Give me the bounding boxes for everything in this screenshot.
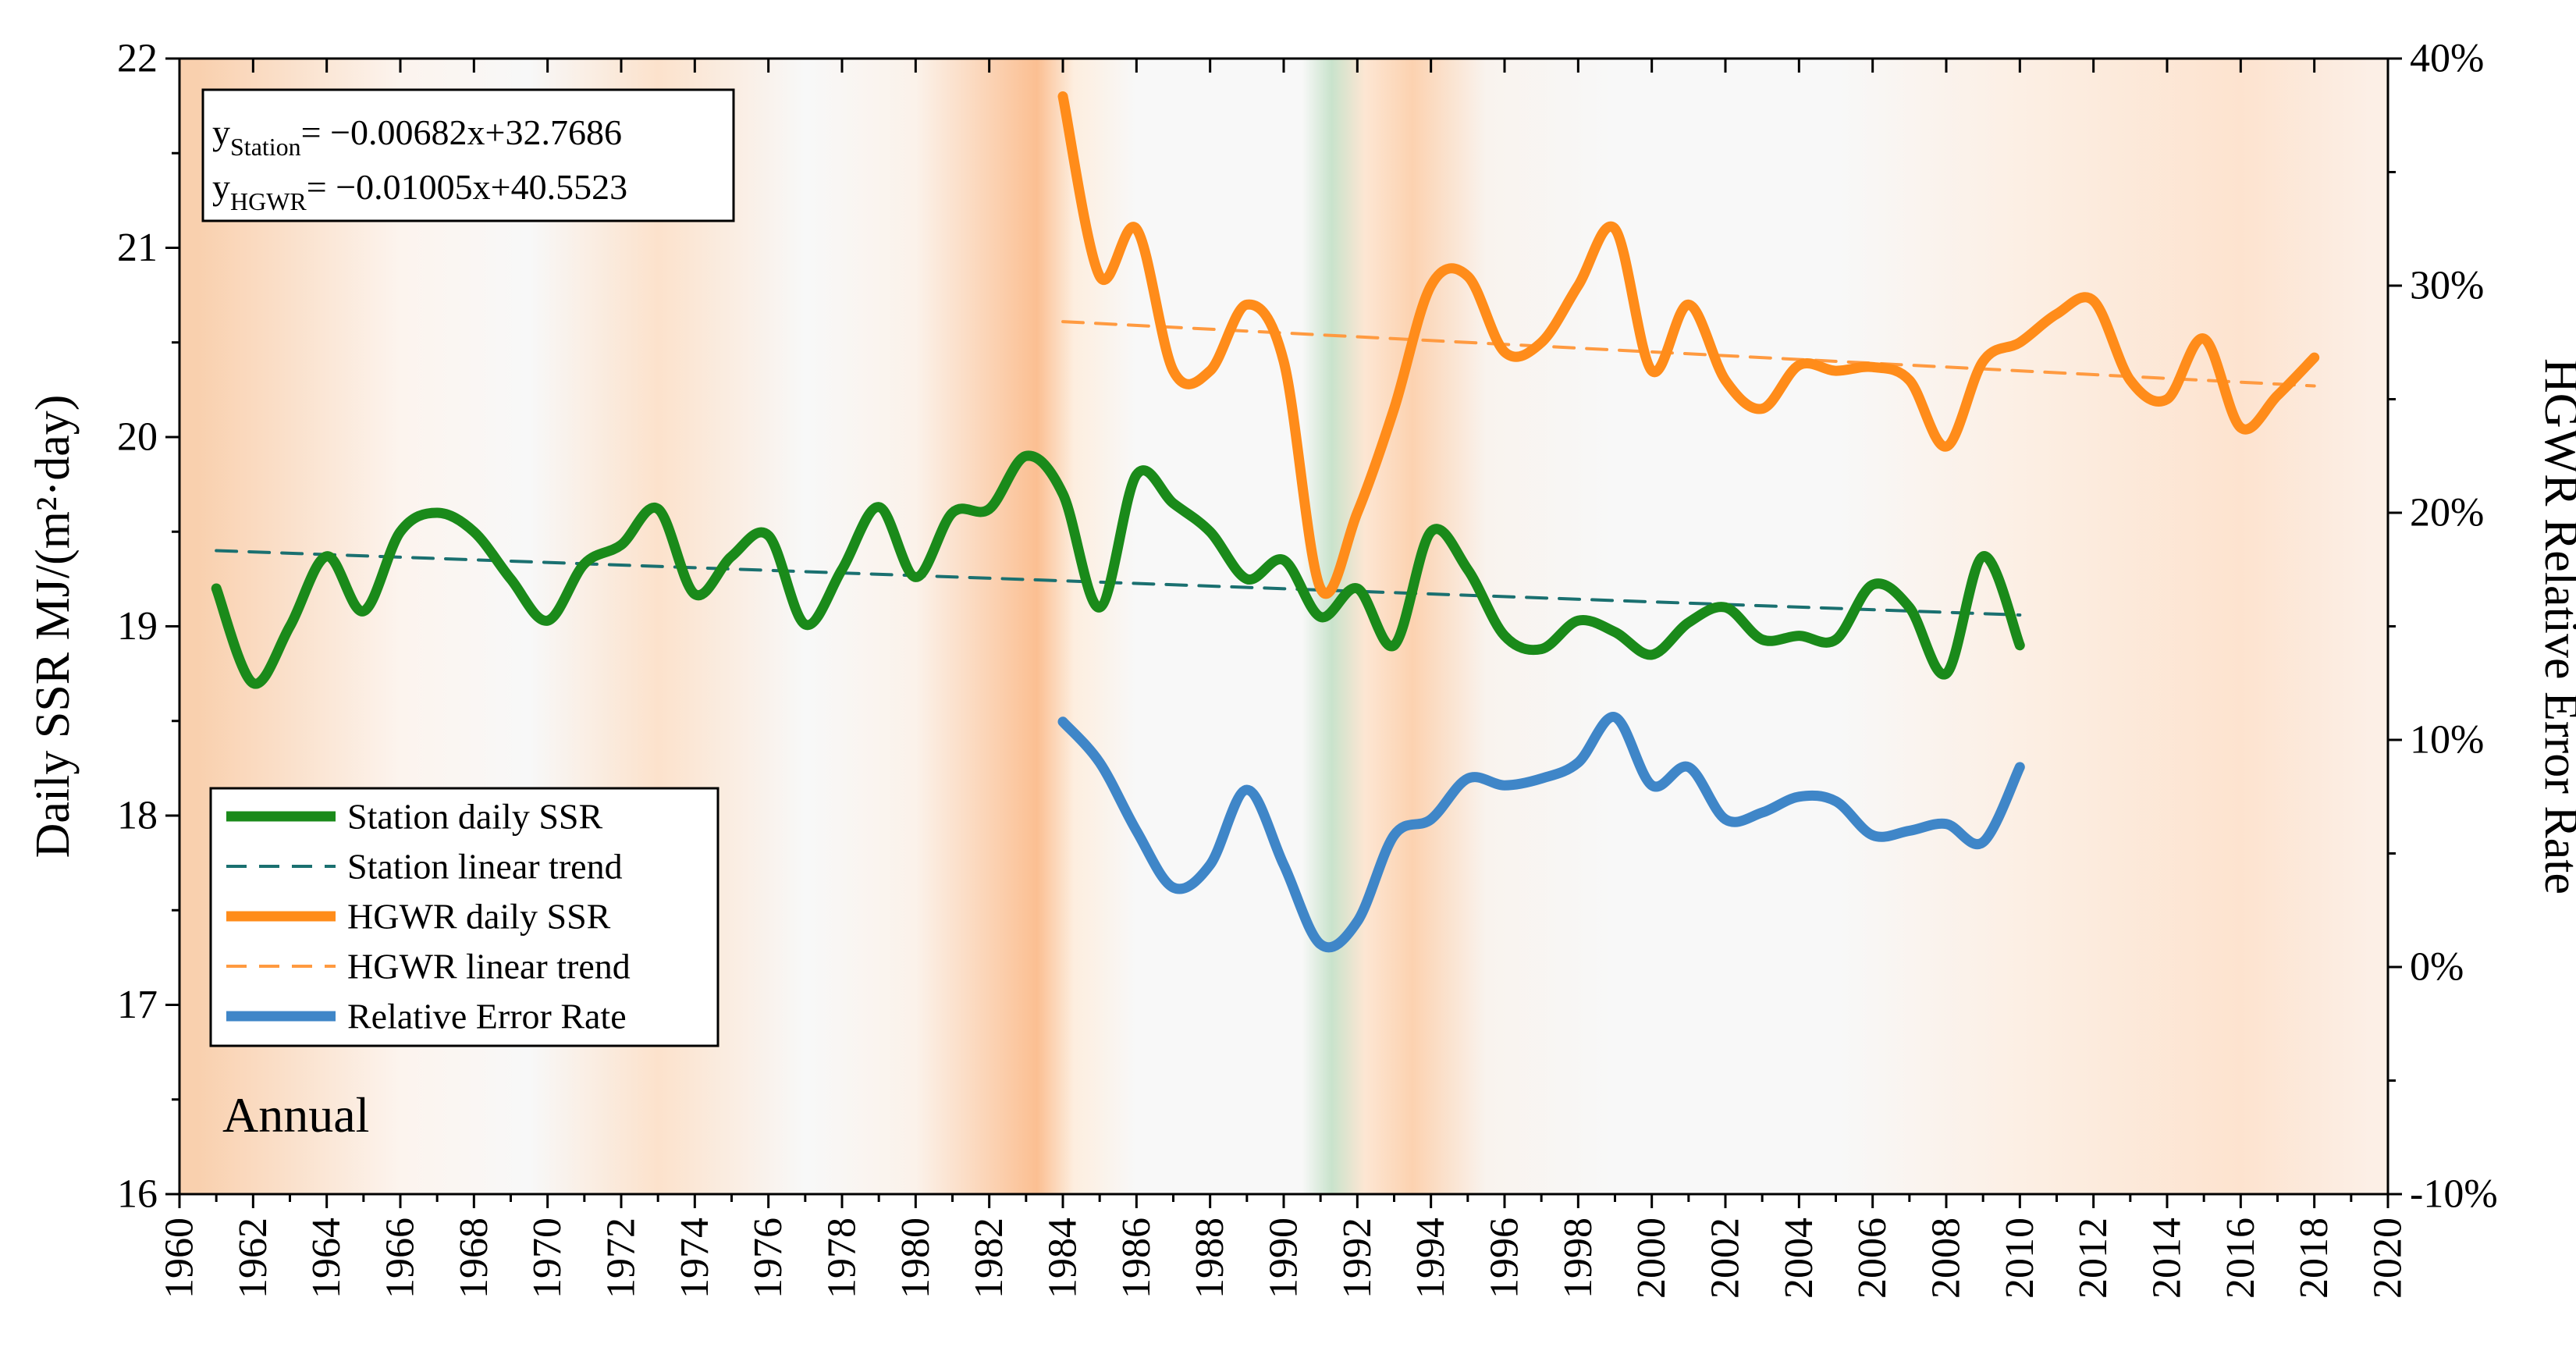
y-left-tick-label: 19: [117, 604, 158, 649]
legend-label: HGWR linear trend: [347, 947, 631, 987]
station-daily-ssr-line: [211, 450, 2025, 689]
x-tick-label: 1990: [1262, 1218, 1306, 1299]
equation-rhs: = −0.00682x+32.7686: [301, 112, 622, 152]
x-tick-label: 2014: [2145, 1218, 2190, 1299]
station-linear-trend-line: [215, 549, 2022, 617]
x-tick-label: 1960: [158, 1218, 202, 1299]
y-right-tick-label: 40%: [2410, 37, 2484, 81]
y-right-tick-label: 10%: [2410, 718, 2484, 763]
y-left-axis: 16 17 18 19 20 21 22: [117, 37, 179, 1217]
y-left-tick-label: 22: [117, 37, 158, 81]
x-tick-label: 1968: [452, 1218, 496, 1299]
legend-item: HGWR linear trend: [226, 947, 631, 987]
x-tick-label: 1964: [304, 1218, 349, 1299]
x-tick-label: 1980: [894, 1218, 938, 1299]
legend-item: HGWR daily SSR: [226, 897, 611, 937]
y-left-tick-label: 18: [117, 794, 158, 838]
x-tick-label: 1984: [1041, 1218, 1085, 1299]
x-tick-label: 2020: [2366, 1218, 2411, 1299]
x-tick-label: 1988: [1188, 1218, 1232, 1299]
equation-y: y: [212, 167, 230, 207]
x-tick-label: 1986: [1114, 1218, 1159, 1299]
legend-label: Station daily SSR: [347, 797, 602, 837]
x-tick-label: 2002: [1704, 1218, 1748, 1299]
x-tick-label: 1978: [820, 1218, 865, 1299]
x-tick-label: 2012: [2071, 1218, 2116, 1299]
x-tick-label: 1972: [599, 1218, 644, 1299]
chart-traces: [211, 91, 2320, 953]
legend-item: Station daily SSR: [226, 797, 602, 837]
x-tick-label: 2006: [1850, 1218, 1895, 1299]
legend-item: Relative Error Rate: [226, 997, 627, 1036]
legend-label: Station linear trend: [347, 847, 623, 887]
x-tick-label: 1976: [746, 1218, 791, 1299]
y-left-axis-title: Daily SSR MJ/(m²·day): [27, 395, 80, 859]
x-tick-label: 2018: [2292, 1218, 2336, 1299]
legend-label: Relative Error Rate: [347, 997, 627, 1036]
x-tick-label: 1966: [378, 1218, 423, 1299]
x-tick-label: 2008: [1924, 1218, 1969, 1299]
equation-rhs: = −0.01005x+40.5523: [307, 167, 627, 207]
y-right-axis-title: HGWR Relative Error Rate: [2535, 358, 2576, 894]
y-right-tick-label: 0%: [2410, 945, 2464, 990]
y-left-tick-label: 20: [117, 415, 158, 460]
x-tick-label: 1994: [1409, 1218, 1453, 1299]
x-tick-label: 1962: [231, 1218, 275, 1299]
equation-subscript: HGWR: [230, 187, 307, 215]
equation-station: yStation= −0.00682x+32.7686: [212, 112, 622, 161]
equation-hgwr: yHGWR= −0.01005x+40.5523: [212, 167, 627, 215]
x-tick-label: 2004: [1777, 1218, 1821, 1299]
y-right-tick-label: 20%: [2410, 491, 2484, 535]
equation-y: y: [212, 112, 230, 152]
x-tick-label: 1998: [1556, 1218, 1601, 1299]
legend-label: HGWR daily SSR: [347, 897, 611, 937]
x-tick-label: 1970: [525, 1218, 570, 1299]
hgwr-daily-ssr-line: [1057, 91, 2320, 599]
equation-box-frame: [201, 88, 735, 222]
legend-item: Station linear trend: [226, 847, 623, 887]
y-left-tick-label: 21: [117, 226, 158, 270]
x-tick-label: 1996: [1483, 1218, 1527, 1299]
x-tick-label: 2016: [2219, 1218, 2263, 1299]
y-left-tick-label: 16: [117, 1172, 158, 1217]
y-left-tick-label: 17: [117, 983, 158, 1027]
equation-subscript: Station: [230, 133, 301, 161]
panel-label: Annual: [222, 1087, 369, 1143]
y-right-axis: -10% 0% 10% 20% 30% 40%: [2388, 37, 2498, 1217]
x-tick-label: 1992: [1335, 1218, 1380, 1299]
legend: Station daily SSR Station linear trend HGW…: [209, 787, 720, 1047]
x-tick-label: 2010: [1998, 1218, 2042, 1299]
y-right-tick-label: 30%: [2410, 264, 2484, 308]
y-right-tick-label: -10%: [2410, 1172, 2498, 1217]
x-tick-label: 1974: [673, 1218, 717, 1299]
equation-box: yStation= −0.00682x+32.7686 yHGWR= −0.01…: [201, 88, 735, 222]
x-axis: 1960 1962 1964 1966 1968 1970 1972 1974 1976 1978…: [158, 59, 2411, 1299]
relative-error-rate-line: [1057, 712, 2025, 953]
x-tick-label: 2000: [1629, 1218, 1674, 1299]
x-tick-label: 1982: [967, 1218, 1011, 1299]
